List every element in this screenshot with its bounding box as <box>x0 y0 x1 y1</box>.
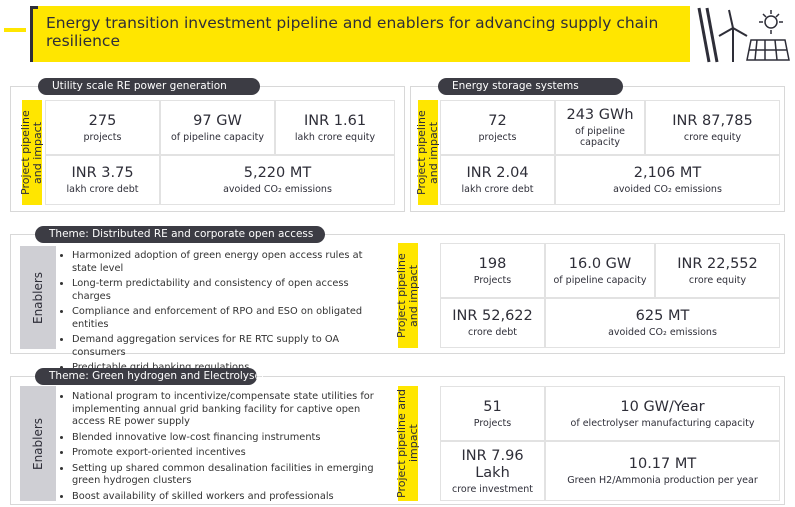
enablers-list: National program to incentivize/compensa… <box>62 391 387 506</box>
metric-cell: 275 projects <box>45 100 160 155</box>
impact-label: Project pipeline and impact <box>395 386 420 501</box>
metric-cell: 10 GW/Year of electrolyser manufacturing … <box>545 386 780 441</box>
metric-cell: INR 1.61 lakh crore equity <box>275 100 395 155</box>
metric-label: Projects <box>473 274 512 286</box>
metric-label: Projects <box>473 417 512 429</box>
enabler-item: National program to incentivize/compensa… <box>72 391 387 429</box>
enabler-item: Demand aggregation services for RE RTC s… <box>72 334 387 359</box>
enabler-item: Harmonized adoption of green energy open… <box>72 250 387 275</box>
metric-value: 97 GW <box>193 112 242 129</box>
section-panel <box>10 234 785 354</box>
metric-value: 275 <box>88 112 117 129</box>
section-title: Theme: Distributed RE and corporate open… <box>35 226 325 243</box>
metric-cell: 5,220 MT avoided CO₂ emissions <box>160 155 395 205</box>
enabler-item: Long-term predictability and consistency… <box>72 278 387 303</box>
metric-cell: INR 52,622 crore debt <box>440 298 545 348</box>
metric-value: 10.17 MT <box>628 456 697 472</box>
impact-label: Project pipeline and impact <box>415 100 440 205</box>
enabler-item: Promote export-oriented incentives <box>72 447 387 460</box>
metric-cell: 243 GWh of pipeline capacity <box>555 100 645 155</box>
metric-cell: INR 7.96 Lakh crore investment <box>440 441 545 501</box>
decor-dash <box>4 28 26 32</box>
metric-cell: INR 3.75 lakh crore debt <box>45 155 160 205</box>
metric-label: of pipeline capacity <box>575 126 625 148</box>
metric-cell: 2,106 MT avoided CO₂ emissions <box>555 155 780 205</box>
metric-label: lakh crore debt <box>461 184 534 195</box>
metric-label: projects <box>83 131 122 143</box>
enablers-list: Harmonized adoption of green energy open… <box>62 250 387 378</box>
impact-label: Project pipeline and impact <box>19 100 44 205</box>
metric-label: Green H2/Ammonia production per year <box>567 475 758 486</box>
metric-value: 10 GW/Year <box>620 398 705 415</box>
metric-cell: INR 22,552 crore equity <box>655 243 780 298</box>
enabler-item: Compliance and enforcement of RPO and ES… <box>72 306 387 331</box>
section-title: Theme: Green hydrogen and Electrolyser <box>35 368 265 385</box>
metric-label: of pipeline capacity <box>553 274 647 286</box>
metric-value: 198 <box>478 255 507 272</box>
enabler-item: Setting up shared common desalination fa… <box>72 463 387 488</box>
metric-label: avoided CO₂ emissions <box>223 184 332 195</box>
metric-cell: 16.0 GW of pipeline capacity <box>545 243 655 298</box>
metric-value: 72 <box>488 112 507 129</box>
section-title: Utility scale RE power generation <box>38 78 260 95</box>
metric-value: INR 3.75 <box>71 165 134 181</box>
metric-label: avoided CO₂ emissions <box>613 184 722 195</box>
header-icon <box>697 7 790 63</box>
enablers-label: Enablers <box>20 386 56 501</box>
metric-cell: INR 87,785 crore equity <box>645 100 780 155</box>
metric-value: INR 7.96 Lakh <box>461 447 524 481</box>
metric-value: 2,106 MT <box>633 165 702 181</box>
header-band <box>30 6 690 62</box>
metric-value: 625 MT <box>635 308 690 324</box>
impact-label: Project pipeline and impact <box>395 243 420 348</box>
metric-value: INR 87,785 <box>672 112 753 129</box>
header-bracket <box>30 6 38 62</box>
metric-cell: 72 projects <box>440 100 555 155</box>
metric-cell: 51 Projects <box>440 386 545 441</box>
enabler-item: Predictable grid banking regulations <box>72 362 387 375</box>
metric-cell: INR 2.04 lakh crore debt <box>440 155 555 205</box>
metric-label: of electrolyser manufacturing capacity <box>570 417 755 429</box>
metric-cell: 625 MT avoided CO₂ emissions <box>545 298 780 348</box>
section-panel <box>10 376 785 505</box>
metric-value: 16.0 GW <box>568 255 632 272</box>
metric-label: of pipeline capacity <box>171 131 264 143</box>
metric-label: crore investment <box>452 483 533 495</box>
enablers-label: Enablers <box>20 246 56 349</box>
enabler-item: Blended innovative low-cost financing in… <box>72 432 387 445</box>
metric-label: lakh crore debt <box>66 184 139 195</box>
metric-label: crore equity <box>688 274 747 286</box>
metric-cell: 198 Projects <box>440 243 545 298</box>
metric-label: projects <box>478 131 517 143</box>
metric-cell: 10.17 MT Green H2/Ammonia production per … <box>545 441 780 501</box>
metric-label: crore equity <box>683 131 742 143</box>
metric-label: crore debt <box>468 327 517 338</box>
metric-value: INR 1.61 <box>303 112 367 129</box>
metric-value: 5,220 MT <box>243 165 312 181</box>
enabler-item: Boost availability of skilled workers an… <box>72 491 387 504</box>
metric-value: 243 GWh <box>566 107 634 123</box>
metric-value: INR 2.04 <box>466 165 529 181</box>
metric-cell: 97 GW of pipeline capacity <box>160 100 275 155</box>
metric-label: avoided CO₂ emissions <box>608 327 717 338</box>
metric-value: INR 22,552 <box>677 255 758 272</box>
metric-label: lakh crore equity <box>294 131 376 143</box>
section-title: Energy storage systems <box>438 78 623 95</box>
header-title: Energy transition investment pipeline an… <box>46 14 659 50</box>
metric-value: INR 52,622 <box>452 308 533 324</box>
metric-value: 51 <box>483 398 502 415</box>
